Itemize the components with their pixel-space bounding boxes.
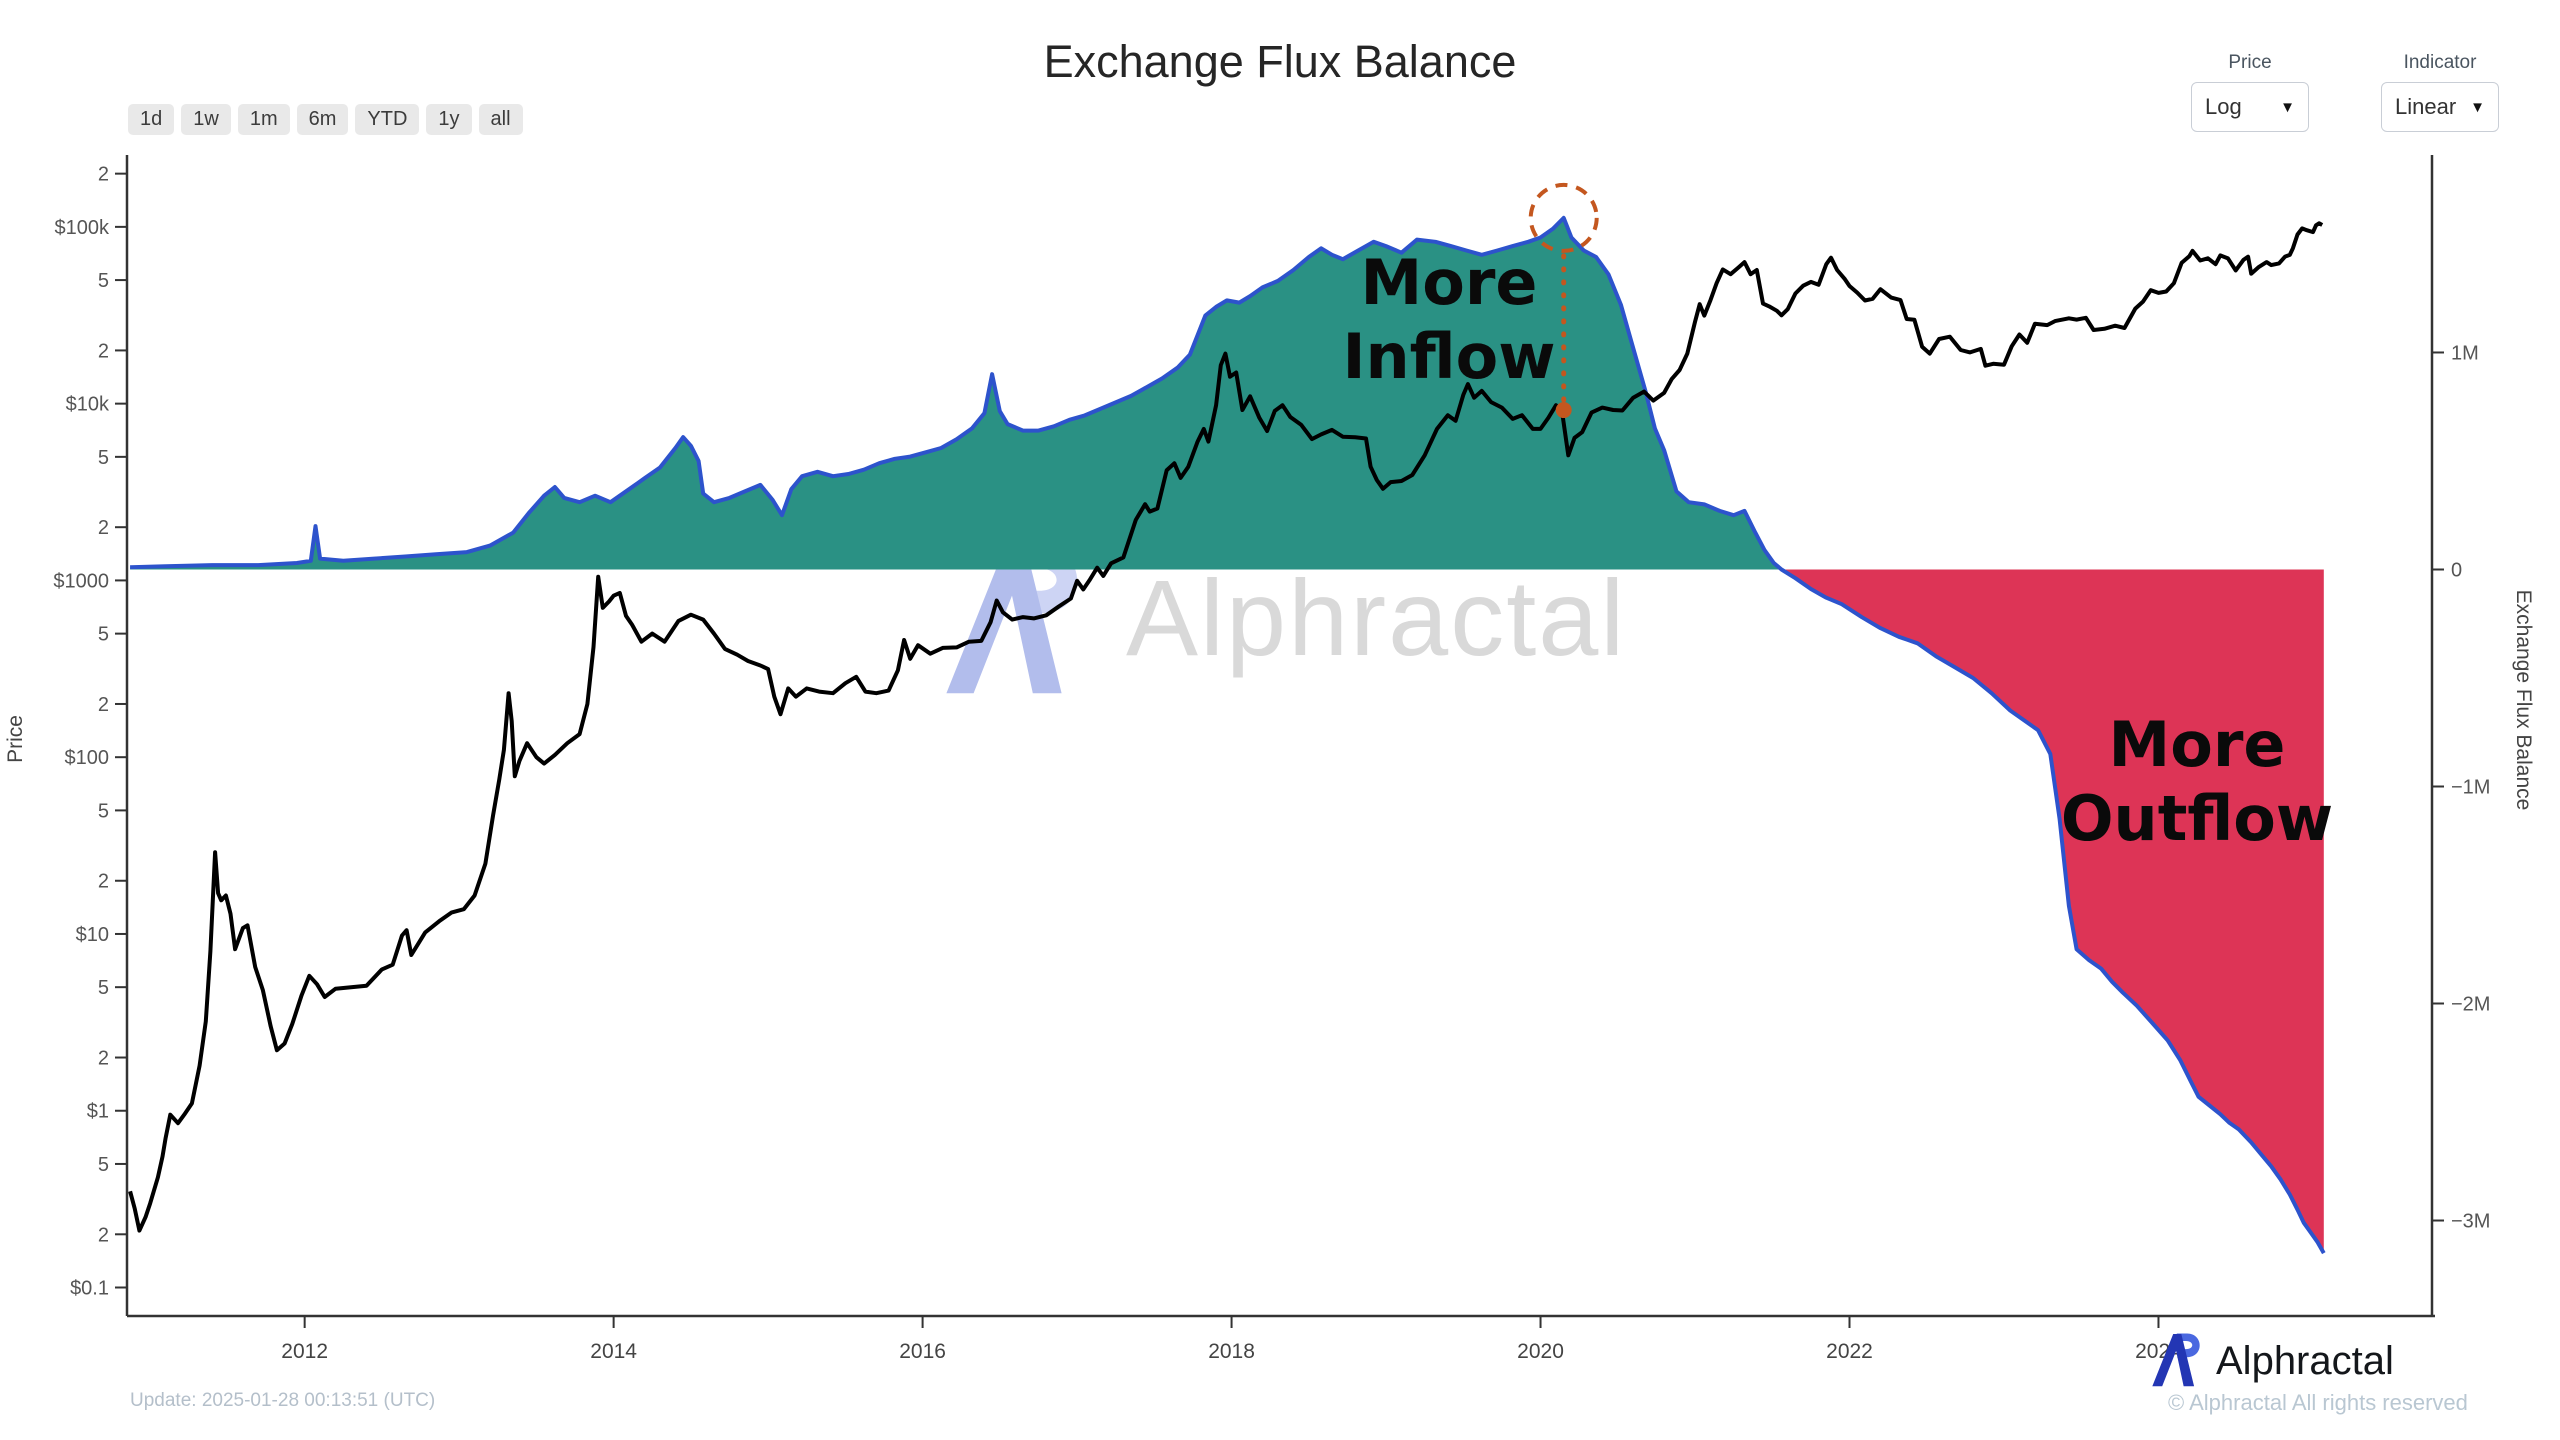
svg-text:1M: 1M bbox=[2451, 342, 2479, 364]
svg-text:$100k: $100k bbox=[55, 217, 110, 239]
chevron-down-icon: ▼ bbox=[2280, 98, 2295, 116]
indicator-dropdown-label: Indicator bbox=[2403, 52, 2477, 73]
svg-text:2018: 2018 bbox=[1208, 1340, 1255, 1363]
watermark: Alphractal bbox=[940, 538, 1626, 703]
right-axis-title: Exchange Flux Balance bbox=[2512, 589, 2535, 811]
svg-text:$10k: $10k bbox=[66, 394, 110, 416]
svg-text:$0.1: $0.1 bbox=[70, 1278, 109, 1300]
indicator-dropdown-select[interactable]: Linear ▼ bbox=[2381, 82, 2499, 132]
more-inflow-annotation: More Inflow bbox=[1342, 246, 1555, 394]
svg-text:$100: $100 bbox=[65, 747, 110, 769]
svg-text:0: 0 bbox=[2451, 559, 2462, 581]
brand-footer: Alphractal bbox=[2150, 1330, 2394, 1393]
svg-text:2: 2 bbox=[98, 1048, 109, 1070]
price-dropdown-value: Log bbox=[2205, 94, 2242, 119]
range-buttons: 1d 1w 1m 6m YTD 1y all bbox=[128, 104, 523, 135]
svg-text:2016: 2016 bbox=[899, 1340, 946, 1363]
svg-text:5: 5 bbox=[98, 977, 109, 999]
svg-text:−2M: −2M bbox=[2451, 994, 2490, 1016]
svg-text:2: 2 bbox=[98, 517, 109, 539]
range-button-6m[interactable]: 6m bbox=[296, 104, 349, 135]
svg-text:−1M: −1M bbox=[2451, 776, 2490, 798]
svg-text:2012: 2012 bbox=[281, 1340, 328, 1363]
svg-text:$10: $10 bbox=[76, 924, 109, 946]
more-inflow-line1: More bbox=[1360, 246, 1538, 319]
svg-text:5: 5 bbox=[98, 624, 109, 646]
range-button-all[interactable]: all bbox=[478, 104, 523, 135]
svg-text:5: 5 bbox=[98, 270, 109, 292]
svg-text:2: 2 bbox=[98, 164, 109, 186]
svg-text:5: 5 bbox=[98, 447, 109, 469]
copyright-text: © Alphractal All rights reserved bbox=[2168, 1390, 2468, 1415]
more-inflow-line2: Inflow bbox=[1342, 320, 1556, 393]
range-button-1w[interactable]: 1w bbox=[181, 104, 231, 135]
left-axis-title: Price bbox=[4, 715, 27, 763]
page-title: Exchange Flux Balance bbox=[1043, 36, 1517, 87]
alphractal-logo-icon bbox=[2150, 1330, 2208, 1393]
range-button-1d[interactable]: 1d bbox=[128, 104, 175, 135]
svg-text:2: 2 bbox=[98, 340, 109, 362]
brand-name: Alphractal bbox=[2216, 1339, 2394, 1383]
svg-text:5: 5 bbox=[98, 1154, 109, 1176]
svg-text:2022: 2022 bbox=[1826, 1340, 1873, 1363]
more-outflow-annotation: More Outflow bbox=[2061, 708, 2333, 856]
svg-text:$1000: $1000 bbox=[53, 570, 109, 592]
price-dropdown-select[interactable]: Log ▼ bbox=[2191, 82, 2309, 132]
range-button-1y[interactable]: 1y bbox=[426, 104, 472, 135]
update-timestamp: Update: 2025-01-28 00:13:51 (UTC) bbox=[130, 1390, 436, 1411]
price-dropdown-label: Price bbox=[2228, 52, 2272, 73]
more-outflow-line1: More bbox=[2108, 708, 2286, 781]
svg-text:2020: 2020 bbox=[1517, 1340, 1564, 1363]
watermark-brand-text: Alphractal bbox=[1126, 557, 1627, 678]
range-button-YTD[interactable]: YTD bbox=[355, 104, 420, 135]
svg-text:2: 2 bbox=[98, 871, 109, 893]
svg-text:5: 5 bbox=[98, 800, 109, 822]
svg-text:−3M: −3M bbox=[2451, 1211, 2490, 1233]
price-dropdown: Price Log ▼ bbox=[2175, 52, 2325, 132]
indicator-dropdown: Indicator Linear ▼ bbox=[2365, 52, 2515, 132]
svg-text:2: 2 bbox=[98, 1224, 109, 1246]
svg-text:2: 2 bbox=[98, 694, 109, 716]
svg-text:$1: $1 bbox=[87, 1101, 109, 1123]
range-button-1m[interactable]: 1m bbox=[237, 104, 290, 135]
chevron-down-icon: ▼ bbox=[2470, 98, 2485, 116]
more-outflow-line2: Outflow bbox=[2060, 782, 2334, 855]
indicator-dropdown-value: Linear bbox=[2395, 94, 2457, 119]
svg-text:2014: 2014 bbox=[590, 1340, 637, 1363]
